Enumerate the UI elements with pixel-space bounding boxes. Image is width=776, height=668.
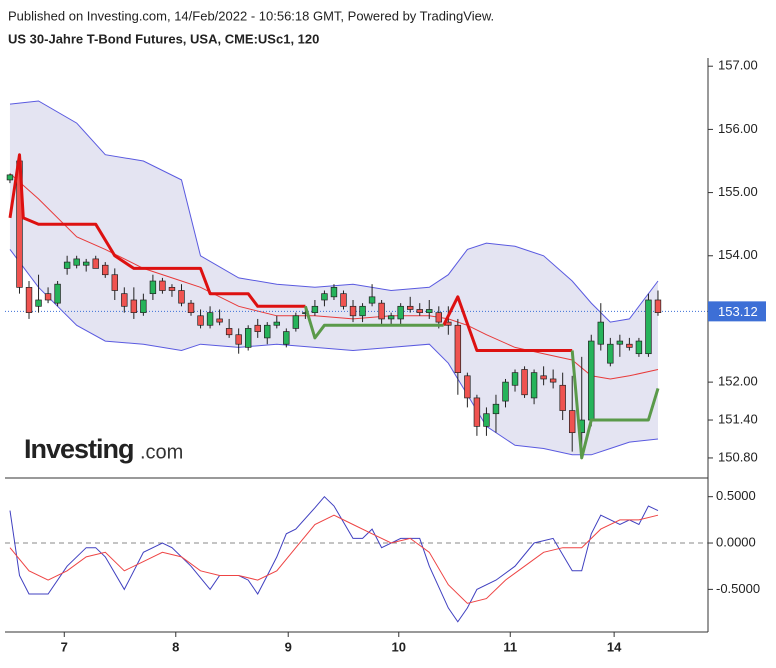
last-price-box	[708, 301, 766, 322]
candle-body	[530, 372, 538, 399]
upper-band	[9, 100, 659, 323]
x-tick-label: 7	[61, 639, 68, 654]
candle-body	[426, 309, 433, 313]
candle-body	[273, 321, 280, 326]
candle-body	[63, 261, 71, 269]
oscillator-line	[9, 495, 659, 623]
candle-body	[216, 318, 223, 323]
candle-body	[654, 299, 662, 313]
candle-body	[168, 287, 176, 291]
candle-body	[549, 378, 557, 383]
candle-body	[454, 324, 462, 373]
candle-body	[44, 293, 52, 301]
x-tick-label: 10	[392, 639, 406, 654]
candle-body	[159, 280, 166, 291]
y-tick-label: 156.00	[718, 121, 758, 136]
y-tick-label: 155.00	[718, 184, 758, 199]
candle-body	[597, 321, 605, 345]
candle-body	[235, 334, 242, 345]
trend-line	[8, 153, 573, 352]
candle-body	[244, 328, 252, 348]
candle-body	[387, 315, 395, 320]
candle-body	[540, 375, 547, 380]
candle-body	[635, 340, 643, 355]
candle-body	[568, 410, 576, 434]
candle-body	[435, 312, 442, 323]
candle-body	[92, 258, 99, 269]
y-tick-label: 157.00	[718, 58, 758, 73]
y-tick-label: 0.0000	[716, 534, 756, 549]
y-tick-label: 150.80	[718, 449, 758, 464]
candle-body	[511, 372, 519, 386]
candle-body	[140, 299, 147, 313]
candle-body	[607, 343, 614, 364]
candle-body	[197, 315, 204, 326]
candle-body	[521, 369, 528, 396]
candle-body	[464, 375, 471, 399]
x-tick-label: 9	[285, 639, 292, 654]
candle-body	[264, 324, 271, 339]
candle-body	[292, 315, 300, 329]
candle-body	[626, 343, 633, 348]
candle-body	[54, 283, 61, 304]
candle-body	[473, 397, 481, 427]
candle-body	[206, 312, 214, 326]
published-note: Published on Investing.com, 14/Feb/2022 …	[8, 8, 494, 23]
candle-body	[340, 293, 347, 307]
y-tick-label: 0.5000	[716, 488, 756, 503]
candle-body	[187, 302, 195, 313]
last-price-label: 153.12	[718, 304, 758, 319]
candle-body	[321, 293, 328, 301]
candle-body	[82, 261, 90, 266]
candle-body	[378, 302, 385, 320]
candle-body	[368, 296, 376, 304]
y-tick-label: 152.00	[718, 374, 758, 389]
band-fill	[9, 100, 658, 455]
candle-body	[616, 340, 624, 345]
candle-body	[25, 287, 33, 313]
candle-body	[406, 305, 414, 310]
x-tick-label: 14	[607, 639, 622, 654]
candle-body	[416, 309, 423, 313]
candle-body	[311, 305, 319, 313]
x-tick-label: 8	[172, 639, 179, 654]
candle-body	[559, 384, 566, 411]
candle-body	[359, 305, 366, 317]
candle-body	[254, 324, 261, 332]
candle-body	[502, 381, 509, 402]
candle-body	[225, 328, 233, 336]
candle-body	[35, 299, 42, 307]
y-tick-label: 154.00	[718, 247, 758, 262]
plot-layers	[5, 100, 708, 623]
candle-body	[283, 331, 290, 345]
chart-title: US 30-Jahre T-Bond Futures, USA, CME:USc…	[8, 31, 319, 46]
oscillator-line	[9, 514, 659, 604]
candle-body	[483, 413, 490, 427]
x-tick-label: 11	[503, 639, 517, 654]
candle-body	[397, 305, 404, 320]
candle-body	[349, 305, 357, 317]
lower-band	[9, 249, 659, 456]
candle-body	[102, 264, 109, 276]
candle-body	[330, 287, 338, 298]
candle-body	[178, 290, 185, 304]
candle-body	[121, 293, 128, 307]
candle-body	[111, 274, 118, 291]
candle-body	[588, 340, 595, 421]
y-tick-label: -0.5000	[716, 581, 760, 596]
candle-body	[130, 299, 138, 313]
logo-suffix: .com	[140, 441, 183, 463]
candle-body	[492, 403, 500, 415]
y-tick-label: 151.40	[718, 411, 758, 426]
candle-body	[645, 299, 652, 355]
candle-body	[73, 258, 80, 266]
candle-body	[149, 280, 157, 295]
logo-brand: Investing	[24, 434, 134, 464]
candle-body	[6, 174, 14, 181]
trend-line	[303, 305, 660, 460]
